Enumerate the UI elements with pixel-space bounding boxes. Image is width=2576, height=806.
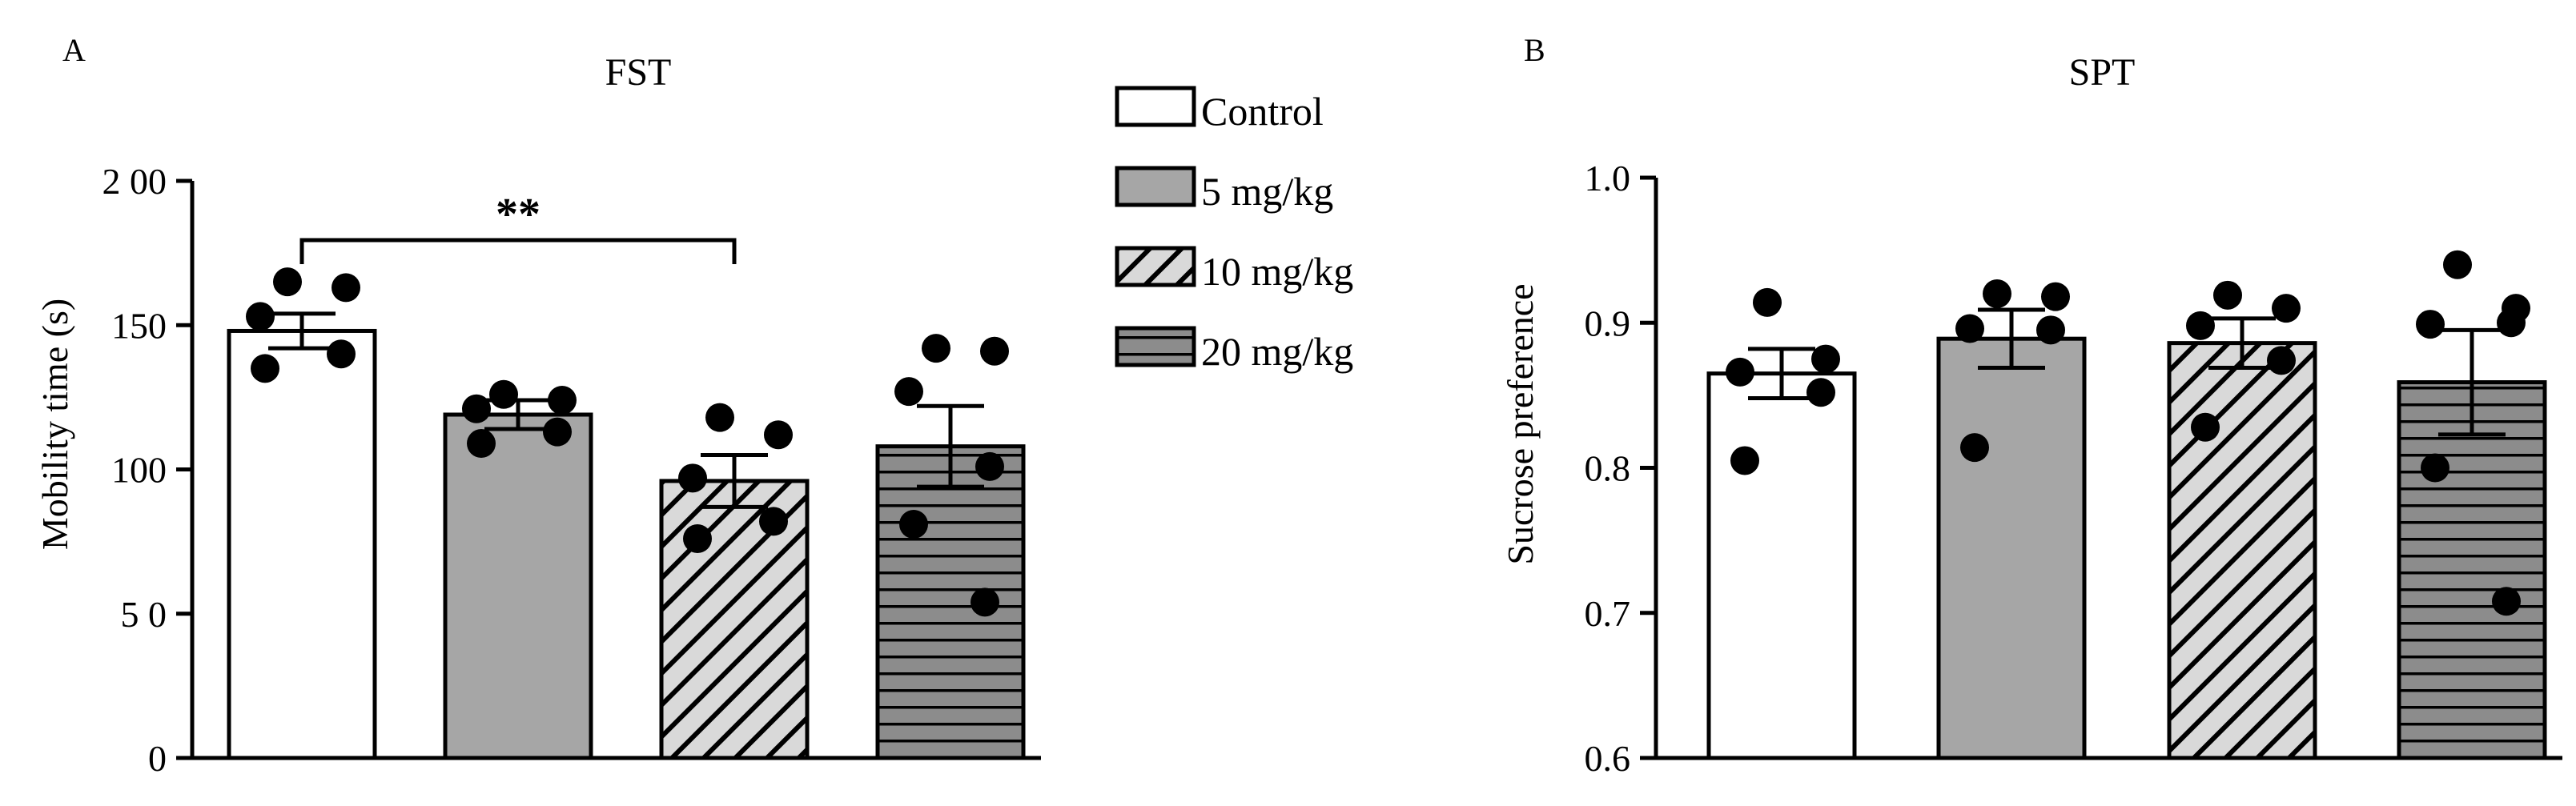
pb-data-point — [2186, 311, 2215, 340]
legend-swatch-10mg — [1115, 246, 1196, 287]
pa-data-point — [489, 379, 518, 409]
pa-significance-bracket — [299, 238, 737, 265]
pa-data-point — [980, 336, 1009, 366]
chart-title-spt: SPT — [2069, 51, 2136, 94]
pb-data-point — [2443, 250, 2472, 279]
pa-data-point — [899, 509, 928, 539]
pb-data-point — [1806, 378, 1835, 407]
pb-bar-3 — [2167, 341, 2317, 760]
pb-data-point — [2421, 453, 2449, 483]
pa-y-tick-label: 2 00 — [102, 161, 167, 202]
pa-significance-label: ** — [496, 190, 541, 239]
pb-y-tick-label: 0.6 — [1585, 738, 1631, 779]
legend-label-20mg: 20 mg/kg — [1201, 329, 1353, 374]
legend-item-20mg: 20 mg/kg — [1115, 326, 1353, 374]
pa-y-tick-label: 0 — [148, 738, 167, 779]
pb-data-point — [2191, 412, 2220, 442]
pa-y-tick-label: 100 — [111, 450, 167, 491]
legend-item-10mg: 10 mg/kg — [1115, 246, 1353, 294]
pa-data-point — [462, 394, 491, 423]
pa-data-point — [251, 354, 279, 383]
panel-label-a: A — [62, 32, 86, 68]
legend-item-5mg: 5 mg/kg — [1115, 166, 1333, 214]
legend-swatch-20mg — [1115, 326, 1196, 367]
legend-swatch-5mg — [1115, 166, 1196, 207]
pa-data-point — [327, 339, 356, 369]
pa-y-tick-label: 5 0 — [121, 594, 167, 635]
panel-b: B SPT Sucrose preference 0.6 0.7 0.8 0.9 1.0 — [1500, 32, 2562, 779]
pa-bar-4 — [875, 444, 1026, 760]
pa-data-point — [764, 420, 793, 450]
pa-data-point — [975, 451, 1004, 481]
chart-title-fst: FST — [605, 51, 672, 94]
pb-data-point — [2416, 310, 2445, 339]
panel-label-b: B — [1524, 32, 1545, 68]
pa-data-point — [548, 385, 577, 415]
pa-data-point — [683, 524, 712, 554]
pa-data-point — [971, 587, 999, 617]
pb-data-point — [1960, 433, 1989, 463]
pb-data-point — [1811, 344, 1840, 374]
legend-swatch-control — [1115, 86, 1196, 127]
pb-data-point — [2036, 315, 2065, 345]
pa-data-point — [922, 334, 950, 363]
pb-data-point — [2041, 282, 2070, 311]
pb-y-tick-label: 0.7 — [1585, 593, 1631, 634]
pa-data-point — [273, 267, 302, 297]
legend-label-control: Control — [1201, 89, 1324, 134]
pa-data-point — [678, 463, 707, 493]
pb-bar-2 — [1936, 336, 2087, 760]
pb-data-point — [1730, 446, 1759, 475]
pa-data-point — [759, 507, 788, 536]
pb-data-point — [1726, 357, 1754, 387]
pb-data-point — [2213, 280, 2242, 310]
y-axis-label-b: Sucrose preference — [1500, 283, 1541, 564]
pb-y-tick-label: 0.8 — [1585, 448, 1631, 489]
pb-data-point — [2497, 308, 2526, 338]
legend-label-10mg: 10 mg/kg — [1201, 249, 1353, 294]
pb-data-point — [2267, 346, 2296, 375]
legend-label-5mg: 5 mg/kg — [1201, 169, 1333, 214]
pb-y-tick-label: 1.0 — [1585, 158, 1631, 198]
pa-data-point — [894, 377, 923, 407]
pa-data-point — [246, 302, 275, 331]
pb-data-point — [2492, 587, 2521, 616]
pa-data-point — [467, 429, 496, 459]
pb-y-tick-label: 0.9 — [1585, 303, 1631, 343]
pa-bar-2 — [443, 412, 593, 760]
pb-data-point — [1955, 314, 1984, 343]
pb-data-point — [2272, 294, 2301, 323]
pb-bar-4 — [2397, 380, 2547, 760]
legend: Control 5 mg/kg 10 mg/kg 20 mg/kg — [1115, 86, 1353, 374]
pb-data-point — [1753, 287, 1782, 317]
y-axis-label-a: Mobility time (s) — [34, 299, 75, 550]
pa-data-point — [543, 417, 572, 447]
legend-item-control: Control — [1115, 86, 1324, 134]
plot-area-b: 0.6 0.7 0.8 0.9 1.0 — [1585, 158, 2562, 779]
pa-data-point — [705, 403, 734, 432]
pa-bar-1 — [227, 328, 377, 760]
pb-bar-1 — [1706, 371, 1857, 760]
pb-data-point — [1983, 279, 2011, 308]
pa-data-point — [332, 273, 360, 303]
pa-y-tick-label: 150 — [111, 305, 167, 346]
